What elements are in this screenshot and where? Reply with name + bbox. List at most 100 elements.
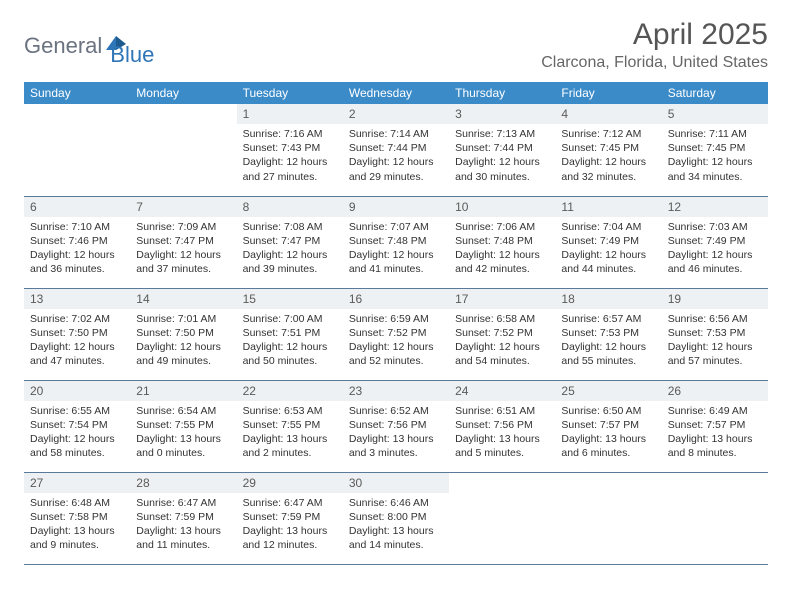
- day-cell: 21Sunrise: 6:54 AMSunset: 7:55 PMDayligh…: [130, 380, 236, 472]
- daylight-text: Daylight: 12 hours and 37 minutes.: [136, 248, 230, 276]
- daylight-text: Daylight: 12 hours and 30 minutes.: [455, 155, 549, 183]
- day-cell: 19Sunrise: 6:56 AMSunset: 7:53 PMDayligh…: [662, 288, 768, 380]
- daylight-text: Daylight: 13 hours and 12 minutes.: [243, 524, 337, 552]
- day-header-wednesday: Wednesday: [343, 82, 449, 104]
- sunrise-text: Sunrise: 7:07 AM: [349, 220, 443, 234]
- sunset-text: Sunset: 7:52 PM: [349, 326, 443, 340]
- sunset-text: Sunset: 7:53 PM: [561, 326, 655, 340]
- sunrise-text: Sunrise: 7:10 AM: [30, 220, 124, 234]
- sunrise-text: Sunrise: 7:00 AM: [243, 312, 337, 326]
- day-cell: 11Sunrise: 7:04 AMSunset: 7:49 PMDayligh…: [555, 196, 661, 288]
- day-content: Sunrise: 7:16 AMSunset: 7:43 PMDaylight:…: [237, 124, 343, 190]
- location-label: Clarcona, Florida, United States: [541, 54, 768, 72]
- sunrise-text: Sunrise: 6:47 AM: [136, 496, 230, 510]
- logo-text-general: General: [24, 33, 102, 59]
- day-number: 8: [237, 197, 343, 217]
- daylight-text: Daylight: 12 hours and 36 minutes.: [30, 248, 124, 276]
- daylight-text: Daylight: 12 hours and 49 minutes.: [136, 340, 230, 368]
- sunrise-text: Sunrise: 7:13 AM: [455, 127, 549, 141]
- day-content: Sunrise: 6:55 AMSunset: 7:54 PMDaylight:…: [24, 401, 130, 467]
- day-header-tuesday: Tuesday: [237, 82, 343, 104]
- day-number: 5: [662, 104, 768, 124]
- day-cell: 29Sunrise: 6:47 AMSunset: 7:59 PMDayligh…: [237, 472, 343, 564]
- sunrise-text: Sunrise: 6:50 AM: [561, 404, 655, 418]
- day-number: 24: [449, 381, 555, 401]
- calendar-week-row: 1Sunrise: 7:16 AMSunset: 7:43 PMDaylight…: [24, 104, 768, 196]
- sunrise-text: Sunrise: 7:01 AM: [136, 312, 230, 326]
- sunset-text: Sunset: 7:52 PM: [455, 326, 549, 340]
- day-number: 22: [237, 381, 343, 401]
- sunset-text: Sunset: 7:59 PM: [243, 510, 337, 524]
- daylight-text: Daylight: 12 hours and 58 minutes.: [30, 432, 124, 460]
- day-cell: 18Sunrise: 6:57 AMSunset: 7:53 PMDayligh…: [555, 288, 661, 380]
- daylight-text: Daylight: 13 hours and 6 minutes.: [561, 432, 655, 460]
- day-content: Sunrise: 7:00 AMSunset: 7:51 PMDaylight:…: [237, 309, 343, 375]
- day-number: 18: [555, 289, 661, 309]
- header: General Blue April 2025 Clarcona, Florid…: [24, 18, 768, 72]
- day-cell: 16Sunrise: 6:59 AMSunset: 7:52 PMDayligh…: [343, 288, 449, 380]
- daylight-text: Daylight: 13 hours and 14 minutes.: [349, 524, 443, 552]
- daylight-text: Daylight: 12 hours and 55 minutes.: [561, 340, 655, 368]
- daylight-text: Daylight: 12 hours and 47 minutes.: [30, 340, 124, 368]
- day-number: 29: [237, 473, 343, 493]
- day-cell: [662, 472, 768, 564]
- month-title: April 2025: [541, 18, 768, 52]
- day-number: 1: [237, 104, 343, 124]
- day-number: 12: [662, 197, 768, 217]
- sunset-text: Sunset: 8:00 PM: [349, 510, 443, 524]
- day-number: 7: [130, 197, 236, 217]
- day-cell: 6Sunrise: 7:10 AMSunset: 7:46 PMDaylight…: [24, 196, 130, 288]
- day-cell: 14Sunrise: 7:01 AMSunset: 7:50 PMDayligh…: [130, 288, 236, 380]
- sunrise-text: Sunrise: 7:06 AM: [455, 220, 549, 234]
- sunset-text: Sunset: 7:48 PM: [455, 234, 549, 248]
- daylight-text: Daylight: 13 hours and 2 minutes.: [243, 432, 337, 460]
- day-cell: 12Sunrise: 7:03 AMSunset: 7:49 PMDayligh…: [662, 196, 768, 288]
- day-content: Sunrise: 6:57 AMSunset: 7:53 PMDaylight:…: [555, 309, 661, 375]
- sunrise-text: Sunrise: 6:59 AM: [349, 312, 443, 326]
- day-content: Sunrise: 7:01 AMSunset: 7:50 PMDaylight:…: [130, 309, 236, 375]
- sunset-text: Sunset: 7:49 PM: [668, 234, 762, 248]
- day-cell: 13Sunrise: 7:02 AMSunset: 7:50 PMDayligh…: [24, 288, 130, 380]
- day-content: Sunrise: 6:46 AMSunset: 8:00 PMDaylight:…: [343, 493, 449, 559]
- day-header-sunday: Sunday: [24, 82, 130, 104]
- day-content: Sunrise: 7:07 AMSunset: 7:48 PMDaylight:…: [343, 217, 449, 283]
- sunset-text: Sunset: 7:53 PM: [668, 326, 762, 340]
- day-content: Sunrise: 6:56 AMSunset: 7:53 PMDaylight:…: [662, 309, 768, 375]
- day-cell: 7Sunrise: 7:09 AMSunset: 7:47 PMDaylight…: [130, 196, 236, 288]
- daylight-text: Daylight: 12 hours and 39 minutes.: [243, 248, 337, 276]
- daylight-text: Daylight: 12 hours and 34 minutes.: [668, 155, 762, 183]
- day-content: Sunrise: 7:03 AMSunset: 7:49 PMDaylight:…: [662, 217, 768, 283]
- sunset-text: Sunset: 7:46 PM: [30, 234, 124, 248]
- day-number: 27: [24, 473, 130, 493]
- day-cell: 2Sunrise: 7:14 AMSunset: 7:44 PMDaylight…: [343, 104, 449, 196]
- sunset-text: Sunset: 7:56 PM: [349, 418, 443, 432]
- day-cell: 22Sunrise: 6:53 AMSunset: 7:55 PMDayligh…: [237, 380, 343, 472]
- sunset-text: Sunset: 7:44 PM: [455, 141, 549, 155]
- day-cell: 15Sunrise: 7:00 AMSunset: 7:51 PMDayligh…: [237, 288, 343, 380]
- day-cell: 28Sunrise: 6:47 AMSunset: 7:59 PMDayligh…: [130, 472, 236, 564]
- sunset-text: Sunset: 7:57 PM: [668, 418, 762, 432]
- sunset-text: Sunset: 7:45 PM: [561, 141, 655, 155]
- daylight-text: Daylight: 12 hours and 27 minutes.: [243, 155, 337, 183]
- day-content: Sunrise: 7:14 AMSunset: 7:44 PMDaylight:…: [343, 124, 449, 190]
- day-content: Sunrise: 6:48 AMSunset: 7:58 PMDaylight:…: [24, 493, 130, 559]
- day-cell: 10Sunrise: 7:06 AMSunset: 7:48 PMDayligh…: [449, 196, 555, 288]
- day-content: Sunrise: 6:51 AMSunset: 7:56 PMDaylight:…: [449, 401, 555, 467]
- day-cell: 17Sunrise: 6:58 AMSunset: 7:52 PMDayligh…: [449, 288, 555, 380]
- day-number: 3: [449, 104, 555, 124]
- daylight-text: Daylight: 13 hours and 0 minutes.: [136, 432, 230, 460]
- daylight-text: Daylight: 12 hours and 50 minutes.: [243, 340, 337, 368]
- day-number: 15: [237, 289, 343, 309]
- daylight-text: Daylight: 13 hours and 3 minutes.: [349, 432, 443, 460]
- day-number: 16: [343, 289, 449, 309]
- day-header-row: Sunday Monday Tuesday Wednesday Thursday…: [24, 82, 768, 104]
- day-number: 13: [24, 289, 130, 309]
- day-content: Sunrise: 6:52 AMSunset: 7:56 PMDaylight:…: [343, 401, 449, 467]
- sunset-text: Sunset: 7:51 PM: [243, 326, 337, 340]
- sunrise-text: Sunrise: 6:48 AM: [30, 496, 124, 510]
- sunrise-text: Sunrise: 7:16 AM: [243, 127, 337, 141]
- sunset-text: Sunset: 7:49 PM: [561, 234, 655, 248]
- day-number: 9: [343, 197, 449, 217]
- day-cell: 25Sunrise: 6:50 AMSunset: 7:57 PMDayligh…: [555, 380, 661, 472]
- sunset-text: Sunset: 7:56 PM: [455, 418, 549, 432]
